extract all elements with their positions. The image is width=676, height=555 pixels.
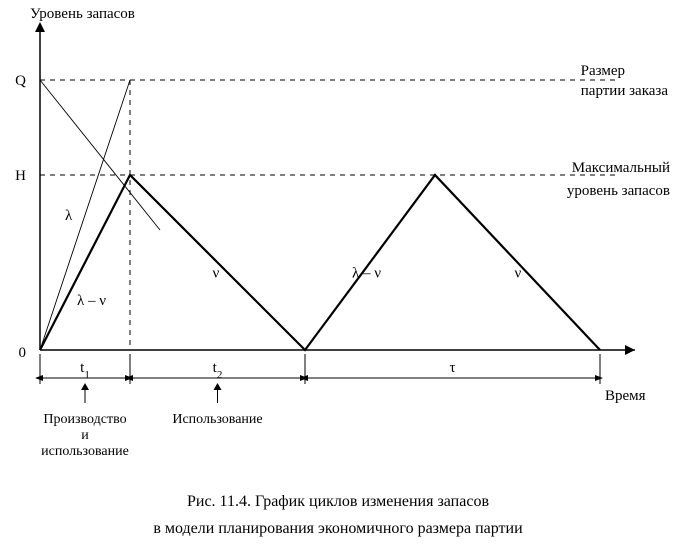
svg-text:H: H <box>15 168 26 184</box>
svg-text:ν: ν <box>515 266 522 282</box>
svg-text:ν: ν <box>213 266 220 282</box>
svg-text:λ: λ <box>65 208 73 224</box>
svg-text:партии заказа: партии заказа <box>581 83 669 99</box>
svg-text:Размер: Размер <box>581 63 625 79</box>
svg-text:0: 0 <box>19 345 27 361</box>
svg-text:τ: τ <box>449 360 455 376</box>
caption-line-2: в модели планирования экономичного разме… <box>0 515 676 542</box>
svg-text:λ – ν: λ – ν <box>77 293 106 309</box>
caption-line-1: Рис. 11.4. График циклов изменения запас… <box>0 488 676 515</box>
inventory-cycles-chart: Q H 0 Уровень запасов Время Размер партии зака… <box>0 0 676 470</box>
svg-text:Уровень запасов: Уровень запасов <box>30 6 135 22</box>
svg-text:использование: использование <box>41 444 129 459</box>
svg-text:Максимальный: Максимальный <box>572 160 670 176</box>
svg-text:уровень запасов: уровень запасов <box>567 183 670 199</box>
svg-text:и: и <box>81 428 89 443</box>
svg-text:Использование: Использование <box>172 412 262 427</box>
svg-text:Время: Время <box>605 388 646 404</box>
svg-text:λ – ν: λ – ν <box>352 266 381 282</box>
figure-caption: Рис. 11.4. График циклов изменения запас… <box>0 488 676 542</box>
svg-text:Производство: Производство <box>43 412 126 427</box>
svg-text:Q: Q <box>15 73 26 89</box>
